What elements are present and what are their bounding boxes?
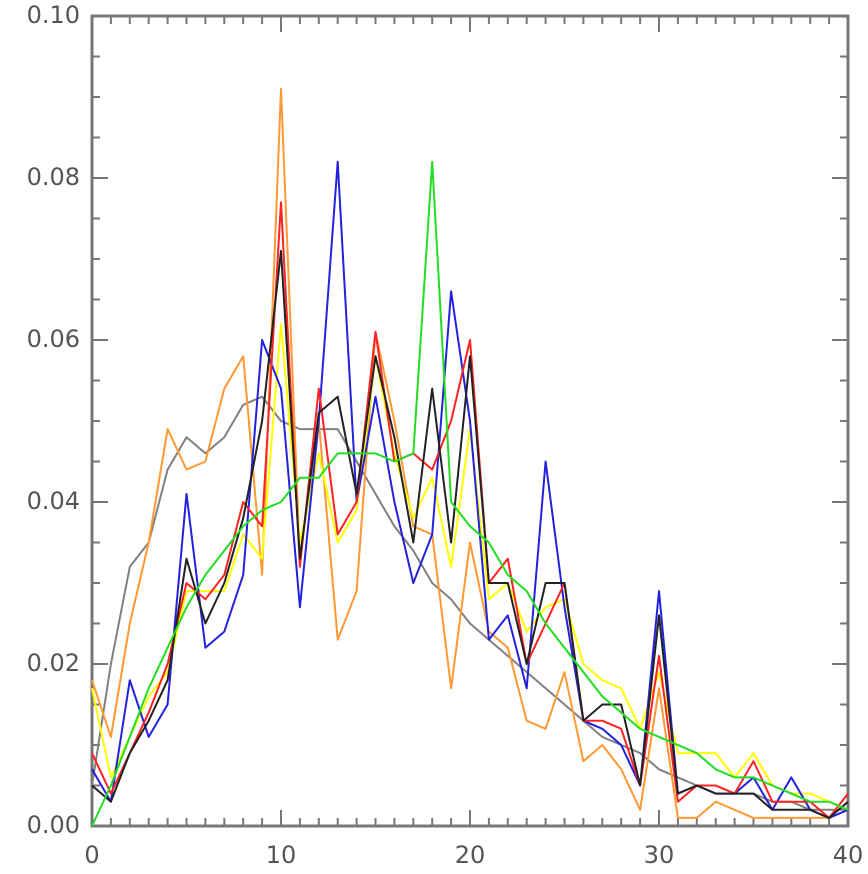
y-tick-label: 0.06 [27, 325, 80, 353]
x-tick-label: 30 [644, 841, 675, 869]
series-line [91, 87, 849, 819]
y-tick-label: 0.10 [27, 1, 80, 29]
y-tick-label: 0.04 [27, 487, 80, 515]
series-line [91, 160, 849, 819]
series-line [91, 322, 849, 811]
series-line [91, 160, 849, 827]
y-tick-label: 0.00 [27, 811, 80, 839]
y-tick-label: 0.08 [27, 163, 80, 191]
series-line [91, 201, 849, 819]
x-tick-label: 20 [455, 841, 486, 869]
series-line [91, 249, 849, 819]
y-tick-label: 0.02 [27, 649, 80, 677]
x-tick-label: 10 [266, 841, 297, 869]
x-tick-label: 40 [833, 841, 864, 869]
x-tick-label: 0 [84, 841, 99, 869]
